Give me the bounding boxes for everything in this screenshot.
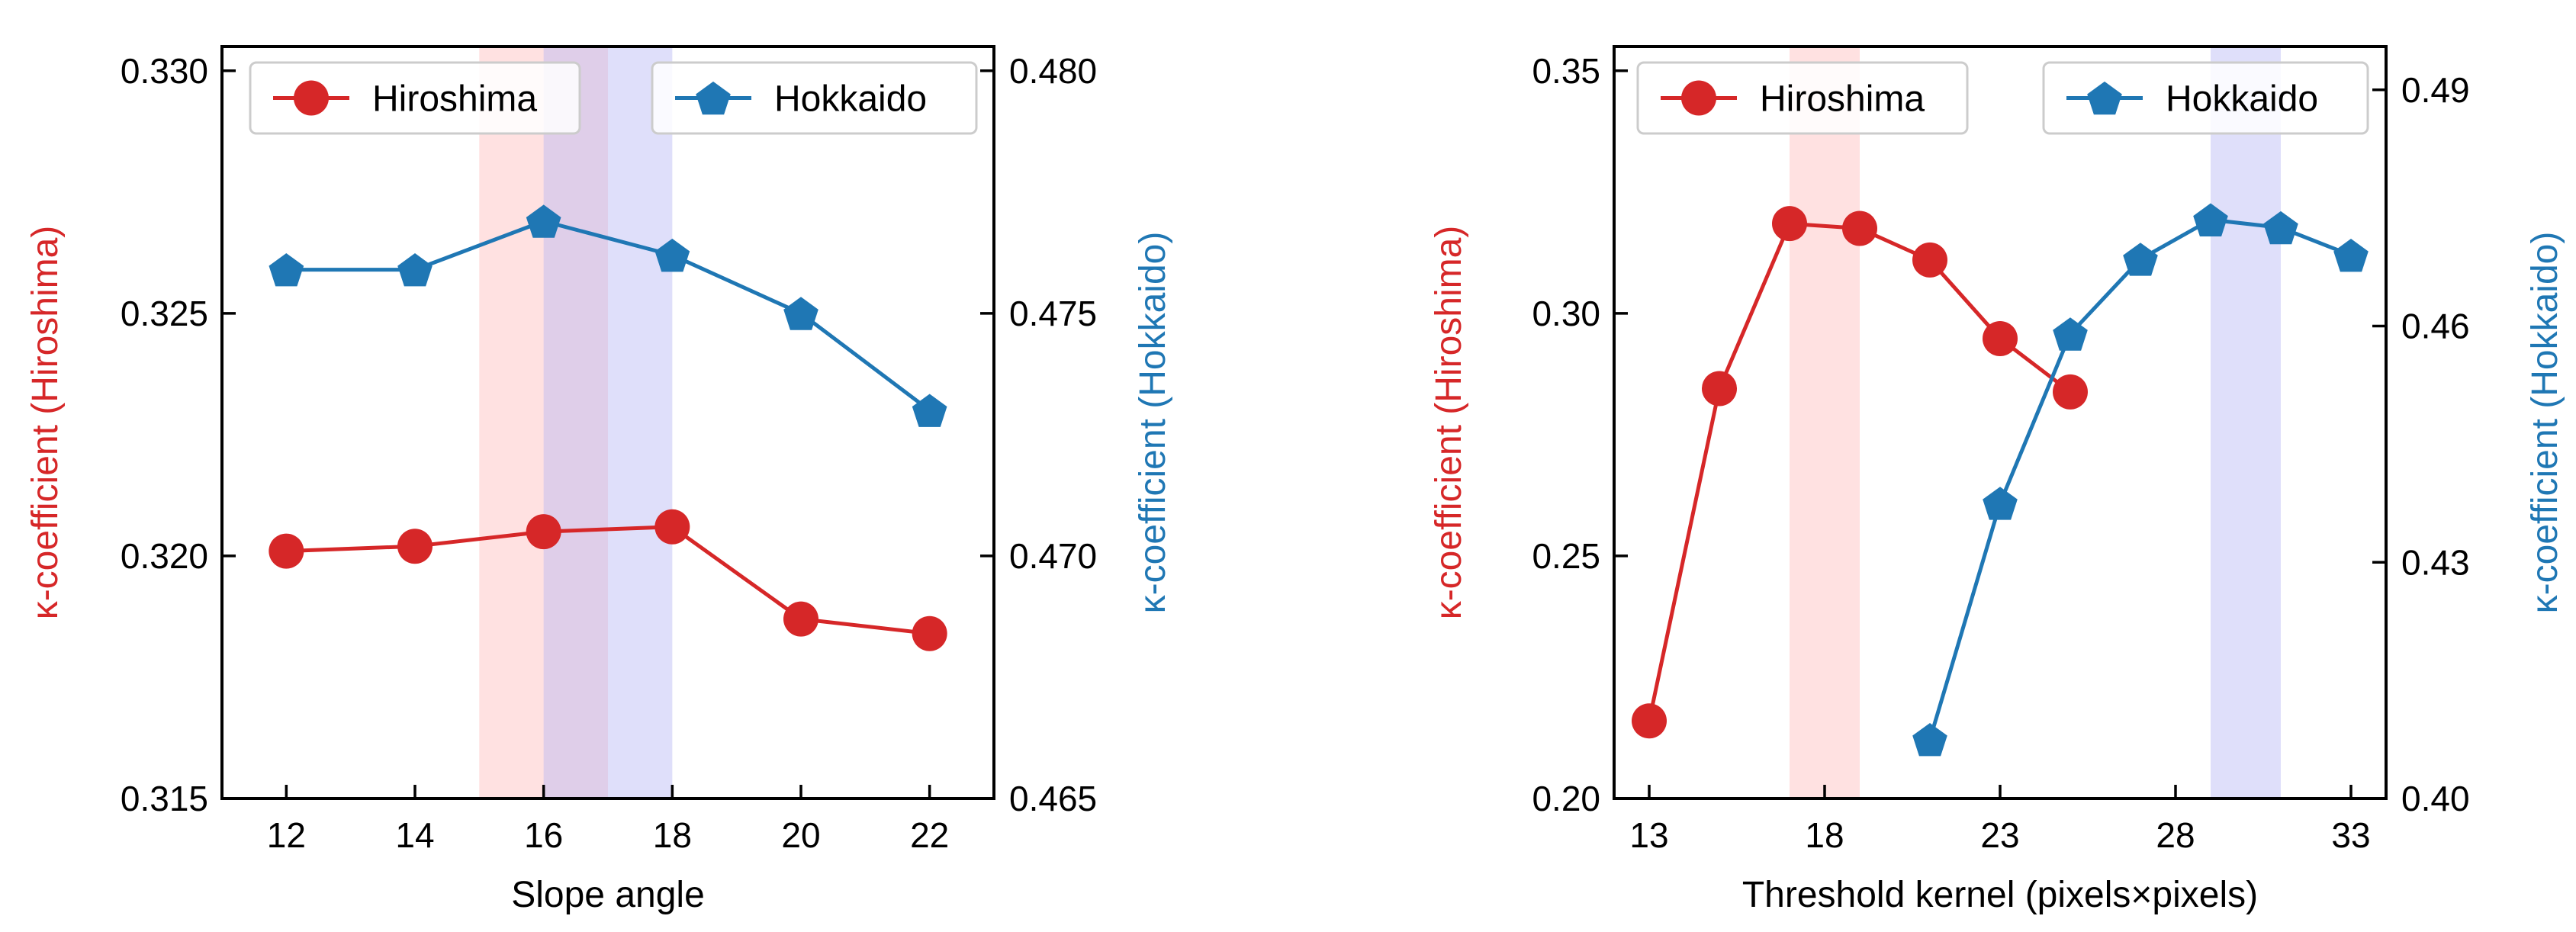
y-right-axis-label: κ-coefficient (Hokkaido) [1133,232,1173,614]
x-tick-label: 16 [524,815,563,855]
x-tick-label: 23 [1980,815,2019,855]
data-point-hiroshima-12 [269,533,304,569]
y-left-tick-label: 0.20 [1532,779,1600,818]
y-left-axis-label: κ-coefficient (Hiroshima) [25,226,66,620]
highlight-band-2 [2211,47,2281,799]
legend-box [249,61,581,135]
legend-marker-circle [1681,80,1716,116]
data-point-hiroshima-18 [654,509,690,545]
data-point-hokkaido-25 [2053,317,2088,351]
data-point-hokkaido-12 [269,253,304,287]
chart-panel-1: 12 14 16 18 20 22 0.315 0.320 0.325 0.330 0.465 0.4… [25,45,1173,915]
data-point-hiroshima-22 [912,615,947,651]
data-point-hiroshima-21 [1912,242,1947,278]
data-point-hokkaido-18 [654,238,690,272]
legend-box [1636,61,1969,135]
x-tick-label: 28 [2156,815,2195,855]
data-point-hokkaido-23 [1983,487,2018,520]
y-left-tick-label: 0.330 [121,51,208,91]
x-tick-label: 18 [653,815,692,855]
legend-hokkaido: Hokkaido [2042,61,2369,135]
chart-panel-2: 13 18 23 28 33 0.20 0.25 0.30 0.35 0.40 0.43 0.46 0.… [1429,45,2565,915]
y-right-tick-label: 0.49 [2401,70,2470,110]
data-point-hiroshima-20 [783,601,818,637]
y-left-tick-label: 0.315 [121,779,208,818]
x-tick-label: 22 [910,815,949,855]
x-axis-label: Slope angle [511,875,705,915]
y-left-tick-label: 0.30 [1532,294,1600,333]
data-point-hiroshima-17 [1772,206,1807,242]
legend-hiroshima: Hiroshima [249,61,581,135]
data-point-hokkaido-21 [1912,723,1947,757]
x-axis-label: Threshold kernel (pixels×pixels) [1742,875,2258,915]
data-point-hiroshima-13 [1632,703,1667,739]
data-point-hokkaido-22 [912,394,947,427]
y-right-axis-label: κ-coefficient (Hokkaido) [2525,232,2565,614]
legend-marker-pentagon [696,81,731,115]
data-point-hiroshima-14 [397,529,433,564]
legend-box [2042,61,2369,135]
x-tick-label: 14 [395,815,434,855]
series-line-hokkaido [1928,217,2352,741]
x-tick-label: 33 [2331,815,2370,855]
data-point-hokkaido-27 [2123,243,2158,276]
y-right-tick-label: 0.46 [2401,307,2470,346]
legend-label: Hokkaido [2166,79,2318,120]
y-right-tick-label: 0.40 [2401,779,2470,818]
y-left-tick-label: 0.35 [1532,51,1600,91]
legend-marker-circle [294,80,329,116]
x-tick-label: 13 [1629,815,1668,855]
y-left-tick-label: 0.320 [121,536,208,576]
y-left-tick-label: 0.325 [121,294,208,333]
legend-label: Hiroshima [1760,79,1925,120]
x-tick-label: 12 [267,815,306,855]
x-tick-label: 18 [1805,815,1844,855]
axes-frame [220,45,995,800]
y-left-tick-label: 0.25 [1532,536,1600,576]
data-point-hokkaido-29 [2193,203,2228,236]
data-point-hokkaido-20 [783,297,818,330]
highlight-band-2 [543,47,673,799]
legend-marker-pentagon [2087,81,2122,115]
y-right-tick-label: 0.43 [2401,542,2470,582]
y-right-tick-label: 0.470 [1009,536,1097,576]
series-line-hiroshima [286,525,930,636]
legend-label: Hokkaido [774,79,927,120]
y-right-tick-label: 0.465 [1009,779,1097,818]
legend-hiroshima: Hiroshima [1636,61,1969,135]
data-point-hokkaido-31 [2263,211,2298,245]
legend-hokkaido: Hokkaido [651,61,978,135]
highlight-band-1 [479,47,608,799]
data-point-hiroshima-25 [2053,374,2088,410]
data-point-hokkaido-16 [526,204,561,238]
y-right-tick-label: 0.480 [1009,51,1097,91]
data-point-hokkaido-14 [397,253,433,287]
highlight-band-1 [1790,47,1860,799]
y-right-tick-label: 0.475 [1009,294,1097,333]
data-point-hiroshima-15 [1702,371,1737,407]
y-left-axis-label: κ-coefficient (Hiroshima) [1429,226,1469,620]
x-tick-label: 20 [781,815,820,855]
data-point-hokkaido-33 [2333,239,2369,272]
legend-box [651,61,978,135]
data-point-hiroshima-23 [1983,320,2018,356]
series-line-hokkaido [286,219,931,413]
legend-label: Hiroshima [372,79,537,120]
data-point-hiroshima-19 [1842,211,1877,246]
data-point-hiroshima-16 [526,514,561,550]
